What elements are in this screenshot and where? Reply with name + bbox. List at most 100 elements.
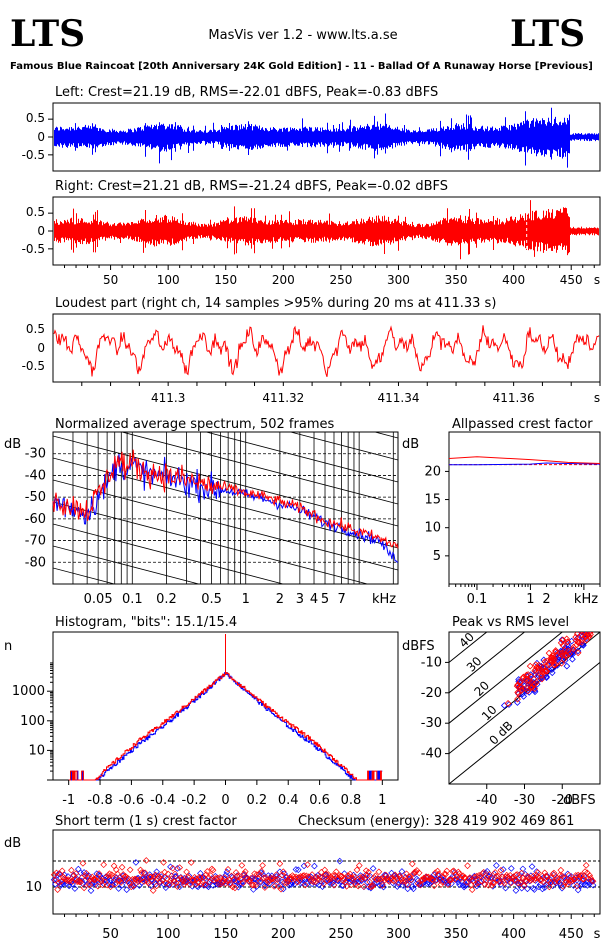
crest-point bbox=[92, 881, 99, 889]
y-tick-label: -50 bbox=[25, 490, 46, 505]
crest-point bbox=[293, 878, 301, 886]
crest-point bbox=[531, 886, 538, 893]
crest-point bbox=[68, 866, 75, 874]
crest-point bbox=[354, 882, 362, 890]
crest-point bbox=[238, 862, 246, 869]
histogram-panel: Histogram, "bits": 15.1/15.4 n 100010010… bbox=[4, 615, 399, 808]
crest-point bbox=[236, 872, 243, 880]
spectrum-xunit: kHz bbox=[372, 592, 396, 607]
peak-rms-title: Peak vs RMS level bbox=[452, 615, 569, 630]
crest-point bbox=[227, 881, 234, 888]
logo-left: LTS bbox=[10, 13, 85, 55]
rms-point bbox=[516, 678, 524, 686]
crest-point bbox=[256, 879, 264, 886]
crest-point bbox=[488, 882, 496, 889]
rms-point bbox=[559, 642, 567, 649]
rms-point bbox=[574, 649, 582, 657]
crest-point bbox=[541, 884, 549, 891]
crest-point bbox=[395, 879, 402, 887]
x-tick-label: -40 bbox=[476, 793, 497, 808]
short-term-series bbox=[50, 857, 600, 894]
crest-point bbox=[584, 869, 591, 877]
x-tick-label: -0.2 bbox=[181, 793, 206, 808]
crest-point bbox=[110, 862, 118, 870]
crest-point bbox=[468, 886, 476, 894]
rms-point bbox=[528, 684, 536, 691]
app-title: MasVis ver 1.2 - www.lts.a.se bbox=[208, 28, 397, 43]
crest-point bbox=[533, 871, 540, 879]
crest-point bbox=[508, 865, 515, 872]
crest-point bbox=[467, 881, 475, 889]
waveform-path bbox=[54, 107, 599, 168]
crest-point bbox=[186, 881, 194, 888]
crest-point bbox=[146, 873, 154, 881]
crest-point bbox=[432, 869, 439, 876]
crest-point bbox=[304, 880, 311, 888]
y-tick-label: 10 bbox=[424, 521, 441, 536]
rms-point bbox=[578, 636, 586, 644]
crest-point bbox=[441, 877, 448, 884]
crest-point bbox=[118, 881, 126, 889]
crest-point bbox=[276, 860, 284, 868]
crest-point bbox=[277, 885, 285, 893]
crest-point bbox=[579, 875, 587, 883]
x-tick-label: 0.6 bbox=[309, 793, 330, 808]
diagonal-line bbox=[53, 545, 201, 584]
crest-point bbox=[478, 877, 485, 885]
crest-point bbox=[562, 879, 569, 886]
rms-point bbox=[514, 695, 521, 703]
x-tick-label: 400 bbox=[501, 927, 526, 942]
diagonal-line bbox=[53, 567, 116, 584]
crest-point bbox=[50, 871, 58, 879]
crest-point bbox=[183, 868, 190, 876]
x-tick-label: 450 bbox=[559, 927, 584, 942]
crest-point bbox=[142, 857, 150, 864]
diagonal-label: 20 bbox=[471, 678, 492, 699]
crest-point bbox=[541, 869, 549, 877]
crest-point bbox=[336, 857, 344, 865]
crest-point bbox=[125, 879, 133, 887]
crest-point bbox=[379, 880, 386, 888]
rms-point bbox=[574, 638, 582, 646]
short-term-yunit: dB bbox=[4, 836, 21, 851]
diagonal-line bbox=[53, 479, 398, 571]
diagonal-line bbox=[53, 700, 398, 790]
right-waveform-trace bbox=[54, 198, 599, 264]
crest-point bbox=[179, 877, 187, 885]
histogram-yunit: n bbox=[4, 639, 12, 654]
crest-point bbox=[194, 879, 202, 886]
spectrum-yunit: dB bbox=[4, 437, 21, 452]
crest-point bbox=[81, 877, 89, 884]
crest-point bbox=[482, 876, 490, 884]
crest-point bbox=[126, 866, 134, 874]
crest-point bbox=[573, 882, 581, 890]
rms-point bbox=[558, 659, 565, 667]
crest-point bbox=[514, 880, 522, 888]
crest-point bbox=[223, 868, 231, 876]
crest-point bbox=[137, 866, 144, 874]
crest-point bbox=[355, 862, 363, 869]
crest-point bbox=[202, 881, 210, 889]
spectrum-line bbox=[52, 449, 399, 549]
short-term-crest-panel: Short term (1 s) crest factor Checksum (… bbox=[4, 814, 601, 942]
y-tick-label: -80 bbox=[25, 555, 46, 570]
crest-point bbox=[502, 884, 509, 892]
rms-point bbox=[563, 662, 571, 670]
crest-point bbox=[273, 871, 280, 879]
x-tick-label: 100 bbox=[156, 927, 181, 942]
crest-point bbox=[461, 882, 469, 890]
crest-point bbox=[66, 876, 74, 884]
crest-point bbox=[240, 871, 248, 879]
diagonal-line bbox=[53, 501, 369, 584]
crest-point bbox=[458, 872, 466, 880]
crest-point bbox=[520, 882, 528, 890]
rms-point bbox=[573, 632, 581, 638]
rms-point bbox=[579, 641, 587, 649]
crest-point bbox=[94, 882, 102, 890]
crest-point bbox=[160, 859, 167, 866]
crest-point bbox=[247, 874, 255, 882]
crest-point bbox=[582, 862, 590, 869]
peak-rms-xunit: dBFS bbox=[563, 793, 596, 808]
y-tick-label: 15 bbox=[424, 493, 441, 508]
crest-point bbox=[434, 867, 441, 875]
